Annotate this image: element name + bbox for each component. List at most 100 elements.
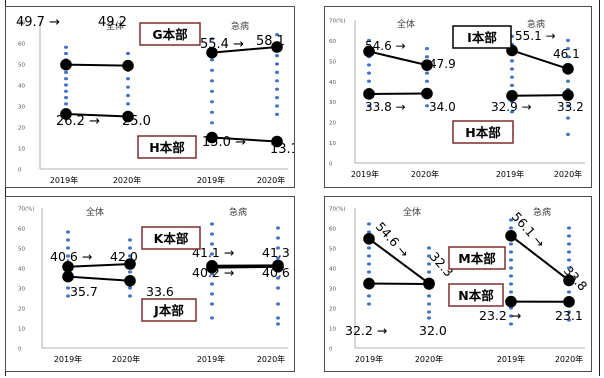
series-marker-1 (421, 87, 433, 100)
y-tick-label: 40 (18, 267, 25, 273)
group-label-all: 全体 (403, 206, 421, 218)
chart-panel-m-n: 70(%) 60 50 40 30 20 10 0 全体 急病 54.6 → 32.3 56.… (324, 196, 592, 372)
scatter-point (64, 89, 68, 93)
scatter-point (509, 218, 513, 222)
x-label-all-2019: 2019年 (351, 169, 379, 179)
series-marker-0 (60, 58, 72, 71)
series-marker-1 (62, 270, 74, 283)
value-label-i-all-2019: 54.6 → (365, 39, 406, 53)
series-line-0 (368, 50, 428, 67)
value-label-n-all-2019: 32.2 → (345, 323, 387, 338)
scatter-point (66, 286, 70, 290)
series-marker-0 (421, 59, 433, 71)
scatter-point (367, 270, 371, 274)
value-label-j-emg-2019: 40.2 → (192, 265, 234, 280)
scatter-point (566, 55, 570, 59)
scatter-point (567, 290, 571, 294)
group-label-emergency: 急病 (231, 20, 249, 32)
scatter-point (210, 282, 214, 286)
x-label-all-2020: 2020年 (415, 354, 443, 364)
scatter-point (128, 246, 132, 250)
series-marker-1 (60, 108, 72, 120)
value-label-k-all-2020: 42.0 (110, 249, 138, 264)
scatter-point (566, 47, 570, 51)
scatter-point (64, 96, 68, 100)
value-label-i-emg-2019: 55.1 → (515, 29, 556, 43)
scatter-point (64, 102, 68, 106)
scatter-point (367, 254, 371, 258)
value-label-j-all-2020: 33.6 (146, 284, 174, 299)
series-marker-1 (506, 89, 518, 102)
value-label-j-all-2019: 35.7 (70, 284, 98, 299)
scatter-point (66, 294, 70, 298)
series-line-1 (511, 94, 569, 97)
scatter-point (210, 252, 214, 256)
value-label-g-all-2019: 49.7 → (16, 15, 60, 30)
value-label-h-emg-2020: 13.1 (270, 142, 294, 157)
scatter-point (367, 302, 371, 306)
scatter-point (567, 258, 571, 262)
scatter-point (425, 47, 429, 51)
scatter-point (367, 294, 371, 298)
series-marker-1 (206, 131, 218, 144)
scatter-point (128, 238, 132, 242)
scatter-point (510, 67, 514, 71)
y-tick-label: 20 (329, 307, 336, 313)
chart-svg-i-h: 70(%) 60 50 40 30 20 10 0 全体 急病 54.6 → 47.9 55.… (329, 18, 585, 179)
scatter-point (126, 85, 130, 89)
scatter-point (367, 71, 371, 75)
series-marker-1 (363, 88, 375, 100)
scatter-point (275, 112, 279, 116)
x-label-all-2019: 2019年 (50, 175, 78, 185)
name-box-i: I本部 (467, 30, 497, 45)
value-label-h-all-2020: 34.0 (429, 100, 456, 114)
group-label-all: 全体 (397, 18, 415, 30)
value-label-g-all-2020: 49.2 (98, 15, 127, 30)
scatter-point (427, 316, 431, 320)
chart-panel-k-j: 70(%) 60 50 40 30 20 10 0 全体 急病 40.6 → 42.0 41.… (5, 196, 295, 372)
scatter-point (425, 71, 429, 75)
scatter-point (210, 242, 214, 246)
scatter-point (275, 62, 279, 66)
scatter-point (425, 55, 429, 59)
group-label-emergency: 急病 (527, 18, 545, 30)
value-label-j-emg-2020: 40.6 (262, 265, 290, 280)
value-label-h-all-2019: 33.8 → (365, 100, 406, 114)
series-line-0 (511, 49, 569, 70)
y-tick-label: 10 (18, 147, 25, 153)
series-marker-0 (206, 46, 218, 59)
scatter-point (567, 234, 571, 238)
scatter-point (509, 250, 513, 254)
scatter-point (126, 102, 130, 106)
x-label-emg-2020: 2020年 (257, 175, 285, 185)
chart-panel-g-h: 70 60 50 40 30 20 10 0 全体 急病 49.7 → 49.2 55.4 →… (5, 6, 295, 188)
scatter-point (276, 322, 280, 326)
scatter-point (210, 222, 214, 226)
y-tick-label: 0 (329, 347, 333, 353)
scatter-point (567, 310, 571, 314)
series-marker-1 (206, 261, 218, 274)
value-label-i-all-2020: 47.9 (429, 57, 456, 71)
scatter-point (509, 290, 513, 294)
scatter-point (367, 38, 371, 43)
x-label-all-2020: 2020年 (113, 175, 141, 185)
series-line-1 (65, 112, 129, 118)
scatter-point (64, 70, 68, 74)
scatter-point (510, 110, 514, 114)
scatter-point (210, 232, 214, 236)
series-marker-1 (423, 278, 435, 290)
scatter-point (566, 116, 570, 120)
series-line-0 (211, 45, 278, 54)
value-label-h-emg-2019: 15.0 → (202, 135, 246, 150)
group-label-all: 全体 (106, 20, 124, 32)
scatter-point (509, 274, 513, 278)
y-tick-label: 50 (329, 59, 336, 65)
scatter-point (367, 63, 371, 67)
scatter-point (275, 33, 279, 37)
name-box-h: H本部 (465, 125, 501, 140)
value-label-h-emg-2019: 32.9 → (491, 100, 532, 114)
y-tick-label: 0 (18, 347, 22, 353)
series-marker-1 (563, 296, 575, 308)
series-marker-0 (271, 41, 283, 53)
scatter-point (276, 276, 280, 280)
